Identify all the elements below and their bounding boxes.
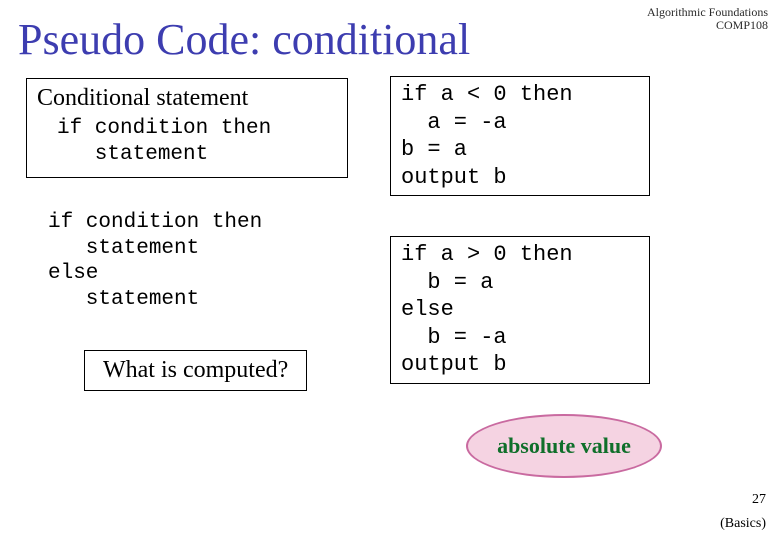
slide-number: 27	[752, 492, 766, 508]
course-code: COMP108	[647, 19, 768, 32]
footer-label: (Basics)	[720, 516, 766, 532]
conditional-definition-box: Conditional statement if condition then …	[26, 78, 348, 178]
course-header: Algorithmic Foundations COMP108	[647, 6, 768, 32]
conditional-heading: Conditional statement	[37, 85, 337, 112]
slide-title: Pseudo Code: conditional	[18, 14, 470, 65]
code-example-1: if a < 0 then a = -a b = a output b	[390, 76, 650, 196]
answer-oval: absolute value	[466, 414, 662, 478]
code-example-2: if a > 0 then b = a else b = -a output b	[390, 236, 650, 384]
question-box: What is computed?	[84, 350, 307, 391]
if-then-syntax: if condition then statement	[37, 116, 337, 167]
if-else-syntax: if condition then statement else stateme…	[48, 210, 262, 312]
answer-text: absolute value	[497, 434, 631, 457]
